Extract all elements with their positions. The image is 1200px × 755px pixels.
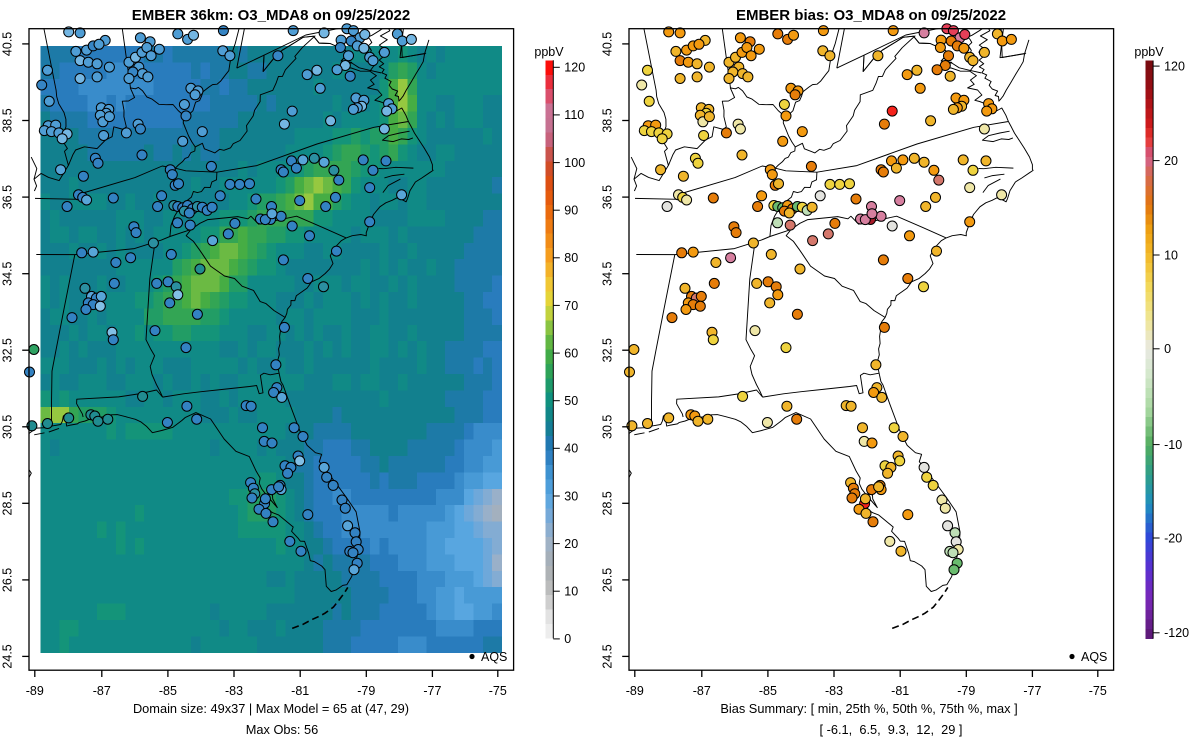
svg-text:0: 0 [1164,342,1171,356]
svg-text:36.5: 36.5 [601,185,615,209]
svg-text:40.5: 40.5 [1,32,15,56]
svg-text:28.5: 28.5 [601,491,615,515]
svg-text:34.5: 34.5 [601,261,615,285]
svg-text:30.5: 30.5 [601,415,615,439]
svg-text:100: 100 [564,156,585,170]
svg-text:34.5: 34.5 [1,261,15,285]
svg-text:-10: -10 [1164,438,1182,452]
svg-text:32.5: 32.5 [1,338,15,362]
svg-text:36.5: 36.5 [1,185,15,209]
svg-text:Max Obs: 56: Max Obs: 56 [246,722,319,737]
svg-text:38.5: 38.5 [601,108,615,132]
svg-text:-83: -83 [825,684,843,698]
svg-text:Domain size: 49x37 | Max Model: Domain size: 49x37 | Max Model = 65 at (… [133,701,409,716]
svg-text:120: 120 [564,61,585,75]
svg-text:10: 10 [564,585,578,599]
svg-text:32.5: 32.5 [601,338,615,362]
svg-text:40: 40 [564,442,578,456]
svg-text:38.5: 38.5 [1,108,15,132]
svg-text:EMBER 36km: O3_MDA8 on 09/25/2: EMBER 36km: O3_MDA8 on 09/25/2022 [132,7,410,24]
svg-text:-87: -87 [693,684,711,698]
svg-text:20: 20 [564,537,578,551]
svg-text:20: 20 [1164,154,1178,168]
svg-text:-79: -79 [357,684,375,698]
svg-text:-20: -20 [1164,531,1182,545]
svg-text:80: 80 [564,251,578,265]
svg-text:EMBER bias: O3_MDA8 on 09/25/2: EMBER bias: O3_MDA8 on 09/25/2022 [736,7,1006,24]
svg-text:-87: -87 [93,684,111,698]
svg-text:-85: -85 [759,684,777,698]
svg-text:-85: -85 [159,684,177,698]
svg-text:[ -6.1, 6.5, 9.3, 12, 29 ]: [ -6.1, 6.5, 9.3, 12, 29 ] [820,722,963,737]
svg-text:-75: -75 [489,684,507,698]
svg-text:26.5: 26.5 [601,568,615,592]
svg-text:26.5: 26.5 [1,568,15,592]
svg-text:90: 90 [564,204,578,218]
svg-text:AQS: AQS [1081,650,1107,664]
svg-text:ppbV: ppbV [534,45,564,59]
svg-text:-79: -79 [957,684,975,698]
svg-text:AQS: AQS [481,650,507,664]
svg-text:-81: -81 [291,684,309,698]
svg-text:ppbV: ppbV [1134,45,1164,59]
svg-text:70: 70 [564,299,578,313]
svg-text:110: 110 [564,108,584,122]
svg-text:-77: -77 [1023,684,1041,698]
svg-text:120: 120 [1164,59,1185,73]
svg-text:24.5: 24.5 [1,644,15,668]
svg-text:-81: -81 [891,684,909,698]
svg-text:-89: -89 [26,684,44,698]
svg-text:Bias Summary: [ min, 25th %, 5: Bias Summary: [ min, 25th %, 50th %, 75t… [720,701,1017,716]
svg-text:30: 30 [564,489,578,503]
svg-text:0: 0 [564,632,571,646]
svg-text:40.5: 40.5 [601,32,615,56]
svg-text:10: 10 [1164,248,1178,262]
svg-text:-89: -89 [626,684,644,698]
svg-text:50: 50 [564,394,578,408]
svg-text:-75: -75 [1089,684,1107,698]
svg-text:30.5: 30.5 [1,415,15,439]
svg-text:-120: -120 [1164,626,1189,640]
svg-text:24.5: 24.5 [601,644,615,668]
svg-text:28.5: 28.5 [1,491,15,515]
svg-text:-83: -83 [225,684,243,698]
svg-text:-77: -77 [423,684,441,698]
svg-text:60: 60 [564,346,578,360]
